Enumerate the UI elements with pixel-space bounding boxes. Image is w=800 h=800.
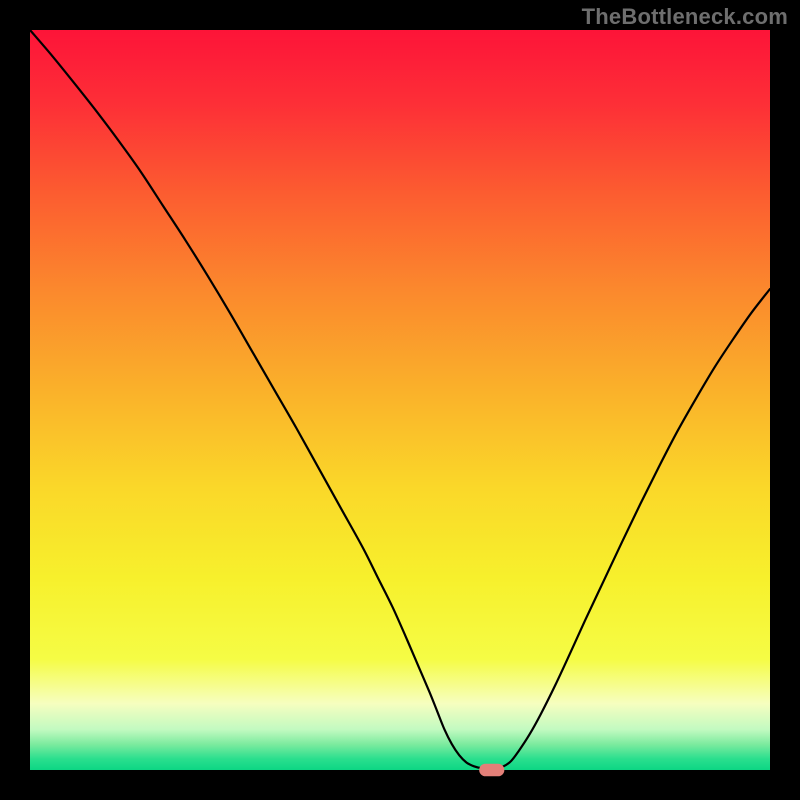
chart-canvas [0,0,800,800]
plot-background [30,30,770,770]
chart-frame: TheBottleneck.com [0,0,800,800]
optimum-marker [479,764,504,777]
watermark-text: TheBottleneck.com [582,4,788,30]
